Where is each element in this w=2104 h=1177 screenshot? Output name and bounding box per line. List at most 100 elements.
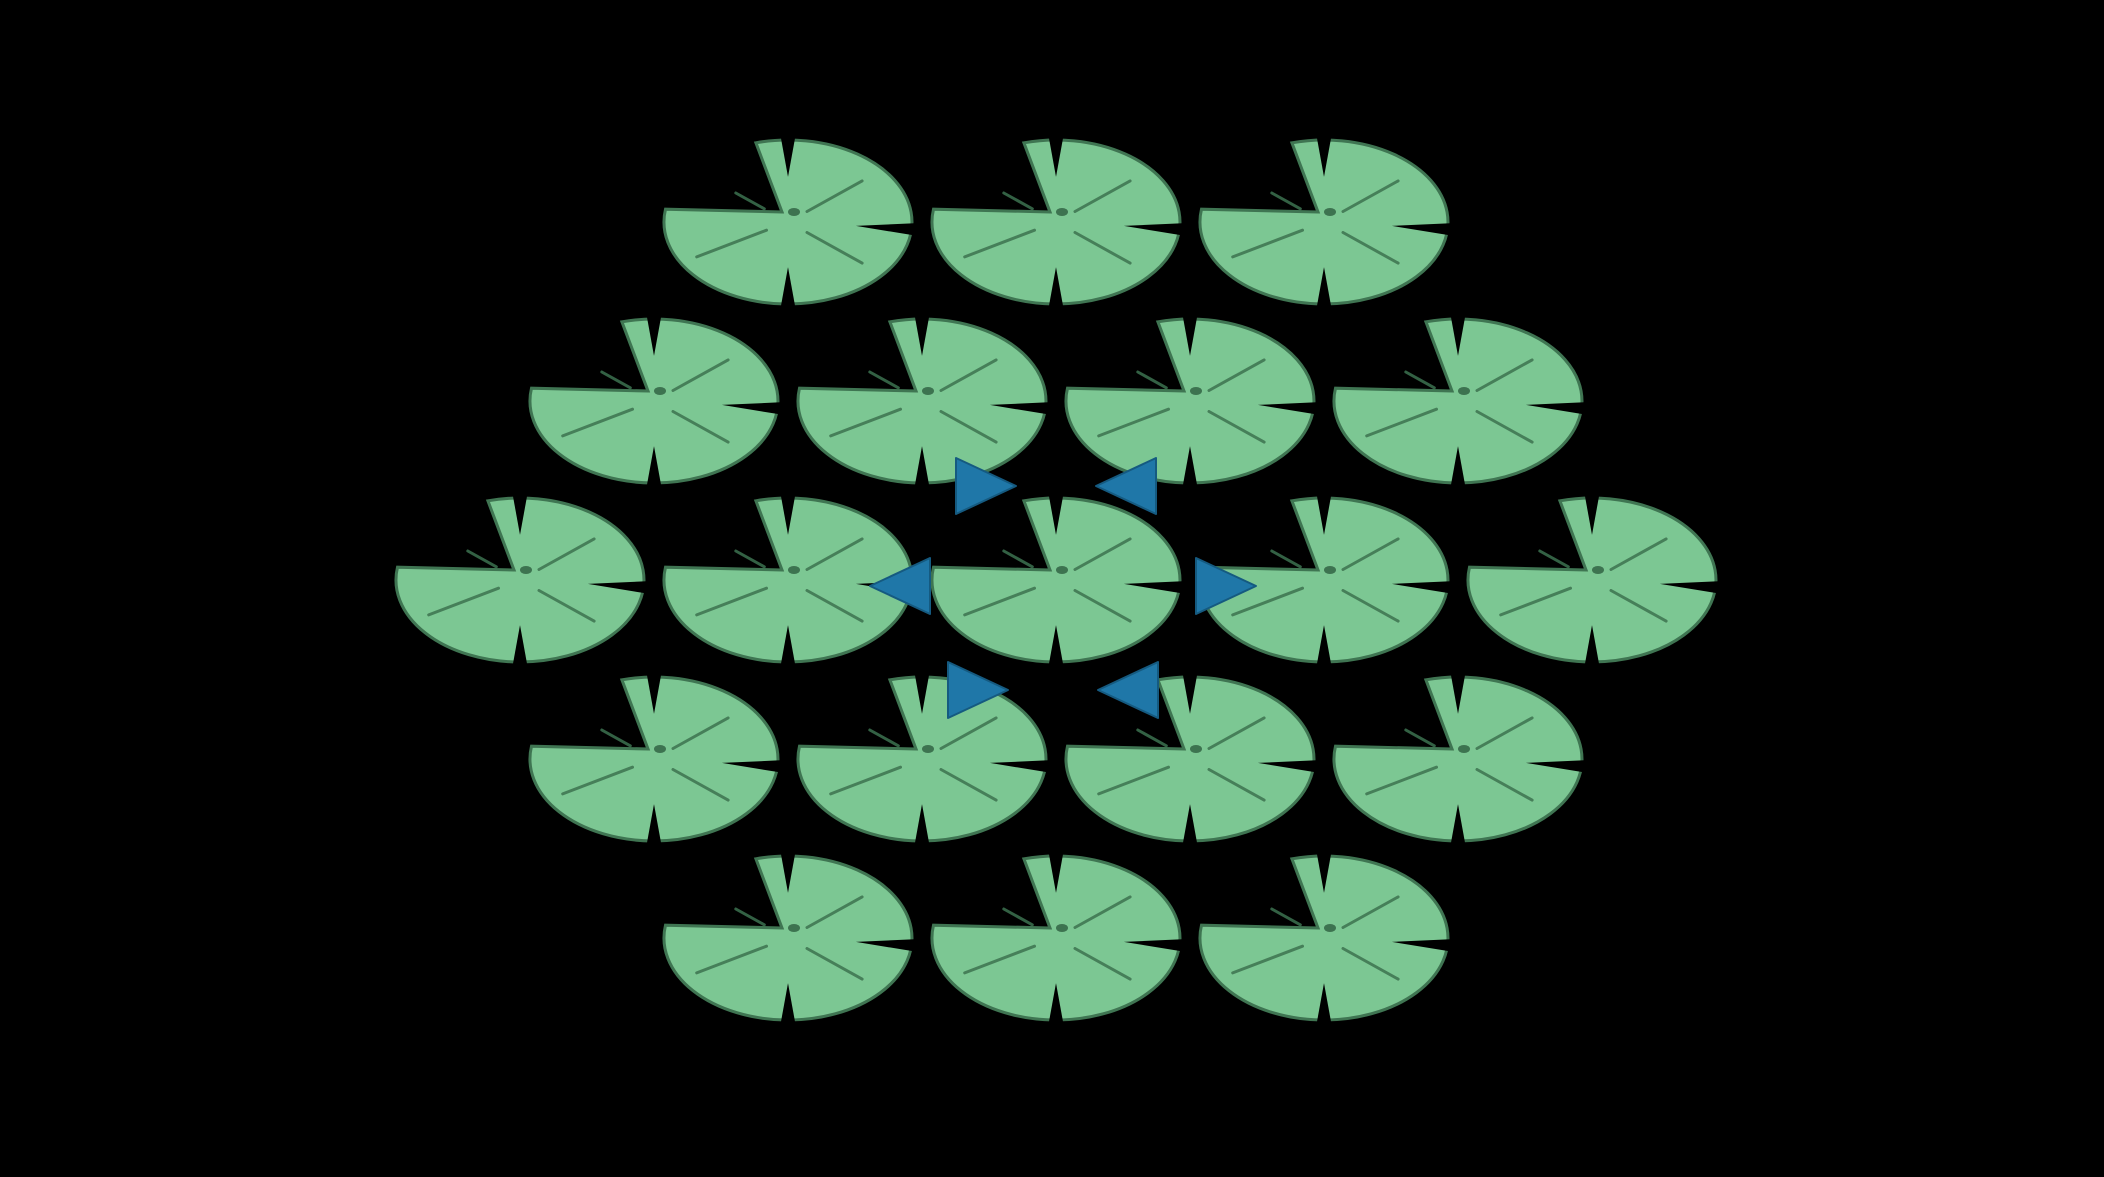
move-arrow-left[interactable] — [869, 557, 931, 615]
lily-pad-leaf — [1332, 317, 1584, 485]
lily-pad-center — [654, 745, 666, 753]
lily-pad-leaf — [930, 138, 1182, 306]
lily-pad-vein — [1270, 549, 1302, 569]
lily-pad-vein — [600, 370, 632, 390]
lily-pad-vein — [1097, 407, 1170, 438]
lily-pad-center — [1592, 566, 1604, 574]
lily-pad[interactable] — [662, 854, 915, 1022]
lily-pad-notch — [1317, 983, 1331, 1022]
lily-pad-center — [788, 208, 800, 216]
lily-pad-vein — [829, 407, 902, 438]
lily-pad-notch — [1257, 760, 1317, 773]
lily-pad-leaf — [1198, 138, 1450, 306]
lily-pad[interactable] — [1198, 854, 1451, 1022]
lily-pad-center — [1324, 566, 1336, 574]
lily-pad[interactable] — [528, 317, 781, 485]
lily-pad-notch — [1049, 138, 1063, 177]
lily-pad[interactable] — [662, 138, 915, 306]
lily-pad-vein — [805, 537, 864, 571]
lily-pad[interactable] — [1064, 317, 1317, 485]
lily-pad-notch — [1451, 446, 1465, 485]
lily-pad-leaf — [394, 496, 646, 664]
lily-pad[interactable] — [930, 138, 1183, 306]
lily-pad[interactable] — [1198, 496, 1451, 664]
lily-pad-notch — [1183, 317, 1197, 356]
lily-pad[interactable] — [394, 496, 647, 664]
lily-pad-leaf — [528, 675, 780, 843]
lily-pad-vein — [963, 944, 1036, 975]
lily-pad-notch — [721, 760, 781, 773]
lily-pad-notch — [647, 804, 661, 843]
lily-pad[interactable] — [528, 675, 781, 843]
lily-pad-vein — [671, 358, 730, 392]
lily-pad-vein — [805, 589, 864, 623]
lily-pad[interactable] — [1332, 675, 1585, 843]
lily-pad-vein — [1207, 358, 1266, 392]
lily-pad[interactable] — [930, 496, 1183, 664]
lily-pad-leaf — [662, 854, 914, 1022]
lily-pad[interactable] — [1198, 138, 1451, 306]
lily-pad[interactable] — [796, 317, 1049, 485]
lily-pad-vein — [963, 228, 1036, 259]
lily-pad-vein — [1365, 765, 1438, 796]
lily-pad-notch — [1317, 854, 1331, 893]
lily-pad-notch — [647, 675, 661, 714]
lily-pad-notch — [1183, 446, 1197, 485]
lily-pad-vein — [537, 537, 596, 571]
lily-pad-notch — [1391, 581, 1451, 594]
lily-pad[interactable] — [1332, 317, 1585, 485]
lily-pad-vein — [805, 231, 864, 265]
lily-pad-vein — [1231, 586, 1304, 617]
lily-pad-notch — [1257, 402, 1317, 415]
lily-pad-vein — [695, 586, 768, 617]
lily-pad-vein — [1475, 716, 1534, 750]
lily-pad-vein — [695, 944, 768, 975]
lily-pad-center — [1056, 924, 1068, 932]
lily-pad-notch — [1317, 267, 1331, 306]
lily-pad-vein — [939, 768, 998, 802]
lily-pad-notch — [781, 138, 795, 177]
lily-pad-vein — [734, 907, 766, 927]
lily-pad-leaf — [1064, 675, 1316, 843]
lily-pads — [394, 138, 1719, 1022]
lily-pad-vein — [734, 549, 766, 569]
lily-pad-notch — [989, 760, 1049, 773]
lily-pad-leaf — [1466, 496, 1718, 664]
move-arrow-down-right[interactable] — [1097, 661, 1159, 719]
lily-pad-notch — [513, 625, 527, 664]
lily-pad-vein — [1609, 537, 1668, 571]
lily-pad-vein — [1499, 586, 1572, 617]
lily-pad-notch — [1317, 138, 1331, 177]
lily-pad-notch — [1525, 760, 1585, 773]
lily-pad-notch — [1123, 581, 1183, 594]
move-arrow-up-left[interactable] — [955, 457, 1017, 515]
lily-pad[interactable] — [930, 854, 1183, 1022]
lily-pad-vein — [427, 586, 500, 617]
move-arrow-up-right[interactable] — [1095, 457, 1157, 515]
lily-pad-vein — [1404, 728, 1436, 748]
lily-pad-vein — [1231, 944, 1304, 975]
lily-pad-notch — [1391, 223, 1451, 236]
lily-pad-vein — [1404, 370, 1436, 390]
lily-pad-vein — [1270, 907, 1302, 927]
lily-pad-vein — [939, 358, 998, 392]
lily-pad-vein — [561, 765, 634, 796]
lily-pad-notch — [513, 496, 527, 535]
lily-pad-center — [788, 924, 800, 932]
lily-pad-notch — [1123, 223, 1183, 236]
lily-pad-notch — [1391, 939, 1451, 952]
lily-pad[interactable] — [1064, 675, 1317, 843]
lily-pad-vein — [1073, 231, 1132, 265]
lily-pad-vein — [1207, 410, 1266, 444]
lily-pad-vein — [1365, 407, 1438, 438]
lily-pad-vein — [1341, 589, 1400, 623]
lily-pad-vein — [1073, 537, 1132, 571]
lily-pad-notch — [1451, 317, 1465, 356]
lily-pad-notch — [1049, 625, 1063, 664]
lily-pad[interactable] — [1466, 496, 1719, 664]
move-arrow-right[interactable] — [1195, 557, 1257, 615]
move-arrow-down-left[interactable] — [947, 661, 1009, 719]
lily-pad-center — [1056, 208, 1068, 216]
lily-pad-notch — [1585, 496, 1599, 535]
